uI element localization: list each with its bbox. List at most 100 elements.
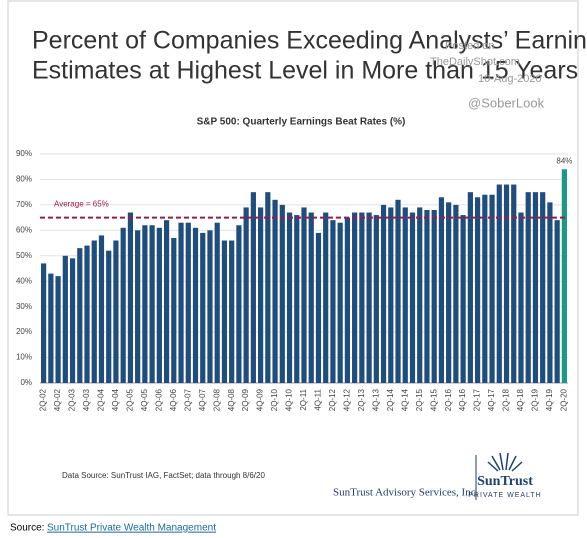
x-tick-label: 2Q-14 (386, 388, 395, 411)
company: SunTrust Advisory Services, Inc. (333, 487, 479, 499)
bar (417, 207, 423, 383)
x-tick-label: 4Q-02 (53, 388, 62, 411)
bar (214, 222, 220, 383)
bar (467, 192, 473, 383)
bar (84, 245, 90, 383)
x-tick-label: 4Q-08 (227, 388, 236, 411)
bar (272, 199, 278, 383)
bar (482, 194, 488, 383)
x-tick-label: 2Q-20 (559, 388, 568, 411)
bar (286, 212, 293, 383)
bar (373, 215, 379, 383)
bar (518, 212, 524, 383)
bar (279, 204, 285, 383)
bar (135, 230, 141, 383)
bar (547, 202, 553, 383)
bar (120, 227, 126, 383)
bar (149, 225, 155, 383)
x-tick-label: 4Q-12 (343, 388, 352, 411)
bar (438, 197, 445, 383)
x-tick-label: 2Q-03 (68, 388, 77, 411)
bar (106, 250, 112, 383)
bar (395, 199, 401, 383)
value-label: 84% (556, 156, 572, 165)
bar (359, 212, 365, 383)
bar (323, 212, 329, 383)
x-tick-label: 4Q-15 (429, 388, 438, 411)
watermark: TheDailyShot.com (430, 56, 520, 68)
bar (330, 220, 336, 383)
y-tick-label: 60% (16, 225, 32, 234)
x-tick-label: 4Q-19 (545, 388, 554, 411)
bar (98, 235, 105, 383)
x-tick-label: 2Q-13 (357, 388, 366, 411)
x-tick-label: 2Q-10 (270, 388, 279, 411)
bar (91, 240, 97, 383)
x-tick-label: 2Q-02 (39, 388, 48, 411)
x-tick-label: 2Q-09 (241, 388, 250, 411)
source-label: Source: (10, 523, 44, 534)
bar (257, 207, 264, 383)
bar (540, 192, 546, 383)
bar (511, 184, 517, 383)
bar (344, 217, 351, 383)
x-tick-label: 2Q-15 (415, 388, 424, 411)
logo-icon (487, 452, 523, 472)
x-tick-label: 2Q-08 (212, 388, 221, 411)
bar (55, 276, 61, 383)
bar (496, 184, 502, 383)
x-tick-label: 4Q-10 (285, 388, 294, 411)
logo-text: PRIVATE WEALTH (468, 492, 542, 499)
x-tick-label: 2Q-06 (154, 388, 163, 411)
bar (77, 248, 83, 383)
x-tick-label: 4Q-18 (516, 388, 525, 411)
x-tick-label: 2Q-04 (97, 388, 106, 411)
x-tick-label: 2Q-16 (444, 388, 453, 411)
x-tick-label: 4Q-16 (458, 388, 467, 411)
x-tick-label: 2Q-19 (531, 388, 540, 411)
bar (185, 222, 191, 383)
y-tick-label: 90% (16, 149, 32, 158)
bar (366, 212, 372, 383)
bar (561, 169, 567, 383)
x-tick-label: 2Q-12 (328, 388, 337, 411)
watermark: 10-Aug-2020 (478, 73, 542, 85)
bar (192, 227, 199, 383)
x-tick-label: 4Q-07 (198, 388, 207, 411)
title-line: Percent of Companies Exceeding Analysts’… (32, 27, 587, 55)
average-label: Average = 65% (54, 200, 109, 209)
bar (352, 212, 358, 383)
x-tick-label: 4Q-05 (140, 388, 149, 411)
y-tick-label: 0% (20, 378, 32, 387)
bar (409, 212, 416, 383)
bar (62, 255, 68, 383)
y-tick-label: 50% (16, 251, 32, 260)
x-tick-label: 2Q-07 (183, 388, 192, 411)
bar (308, 212, 314, 383)
bar (178, 222, 184, 383)
bar (69, 258, 76, 383)
y-tick-label: 80% (16, 175, 32, 184)
bar (554, 220, 560, 383)
bar (41, 263, 47, 383)
bar (431, 209, 437, 383)
bar (402, 207, 408, 383)
x-tick-label: 2Q-05 (126, 388, 135, 411)
bar (388, 207, 394, 383)
bar (236, 225, 242, 383)
logo-text: SunTrust (477, 474, 533, 489)
title-line: Estimates at Highest Level in More than … (32, 57, 578, 85)
data-source: Data Source: SunTrust IAG, FactSet; data… (62, 471, 265, 480)
chart-subtitle: S&P 500: Quarterly Earnings Beat Rates (… (197, 117, 406, 128)
x-tick-label: 4Q-14 (400, 388, 409, 411)
watermark: @SoberLook (468, 95, 545, 110)
bar (474, 197, 481, 383)
source-link[interactable]: SunTrust Private Wealth Management (47, 523, 216, 534)
bar (163, 220, 170, 383)
bar (156, 227, 162, 383)
y-tick-label: 40% (16, 276, 32, 285)
bar (315, 232, 322, 383)
bar (142, 225, 148, 383)
bar (294, 215, 300, 383)
